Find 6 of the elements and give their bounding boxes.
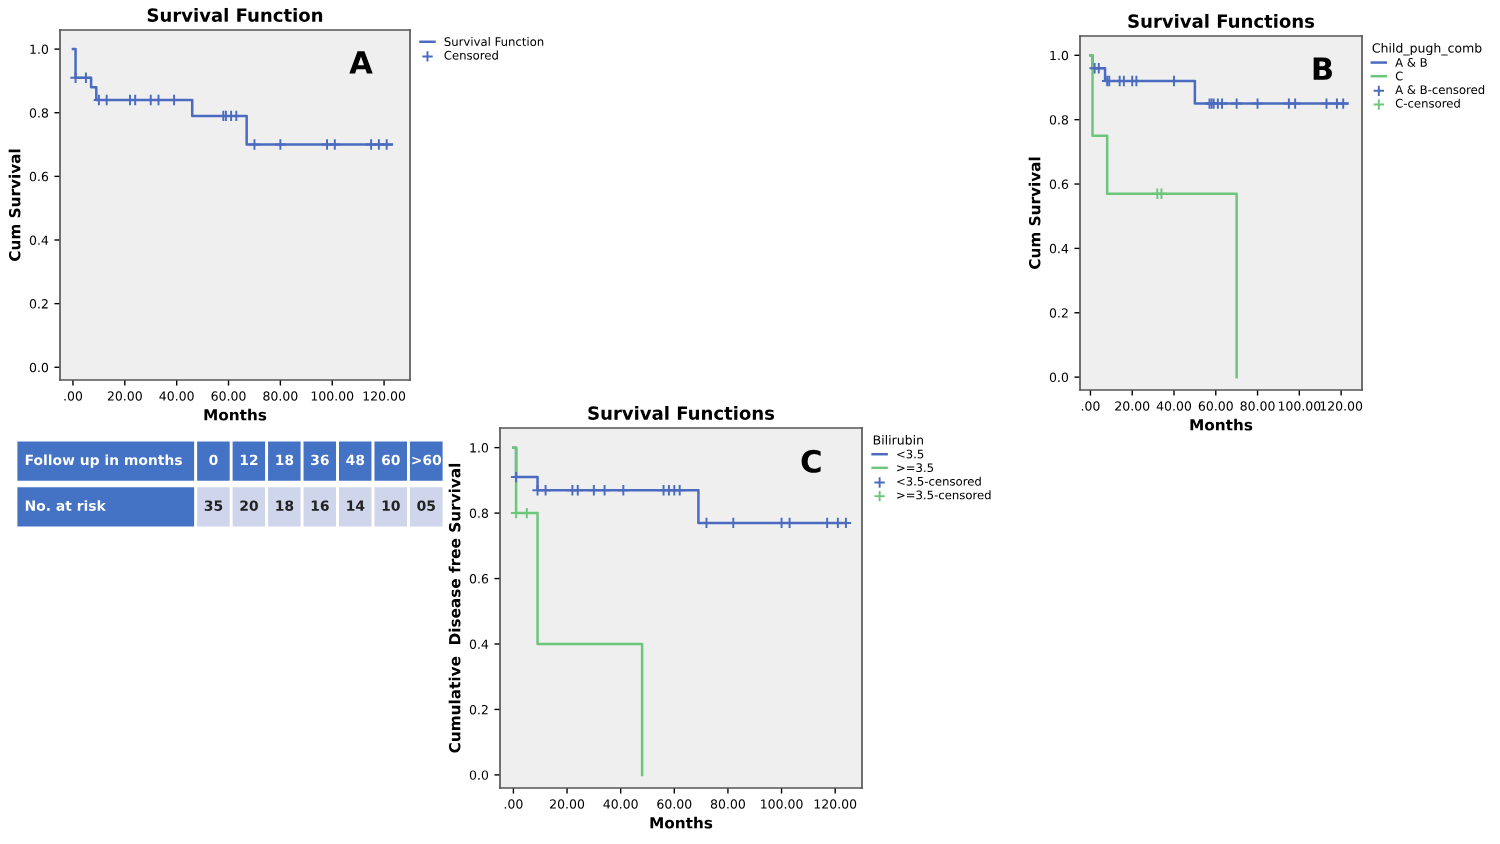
annotation: C — [801, 449, 821, 473]
chart-title: Survival Function — [147, 7, 323, 22]
chart-title: Survival Functions — [588, 405, 775, 420]
annotation: B — [1313, 57, 1333, 80]
annotation: A — [349, 51, 373, 74]
chart-title: Survival Functions — [1128, 13, 1315, 28]
